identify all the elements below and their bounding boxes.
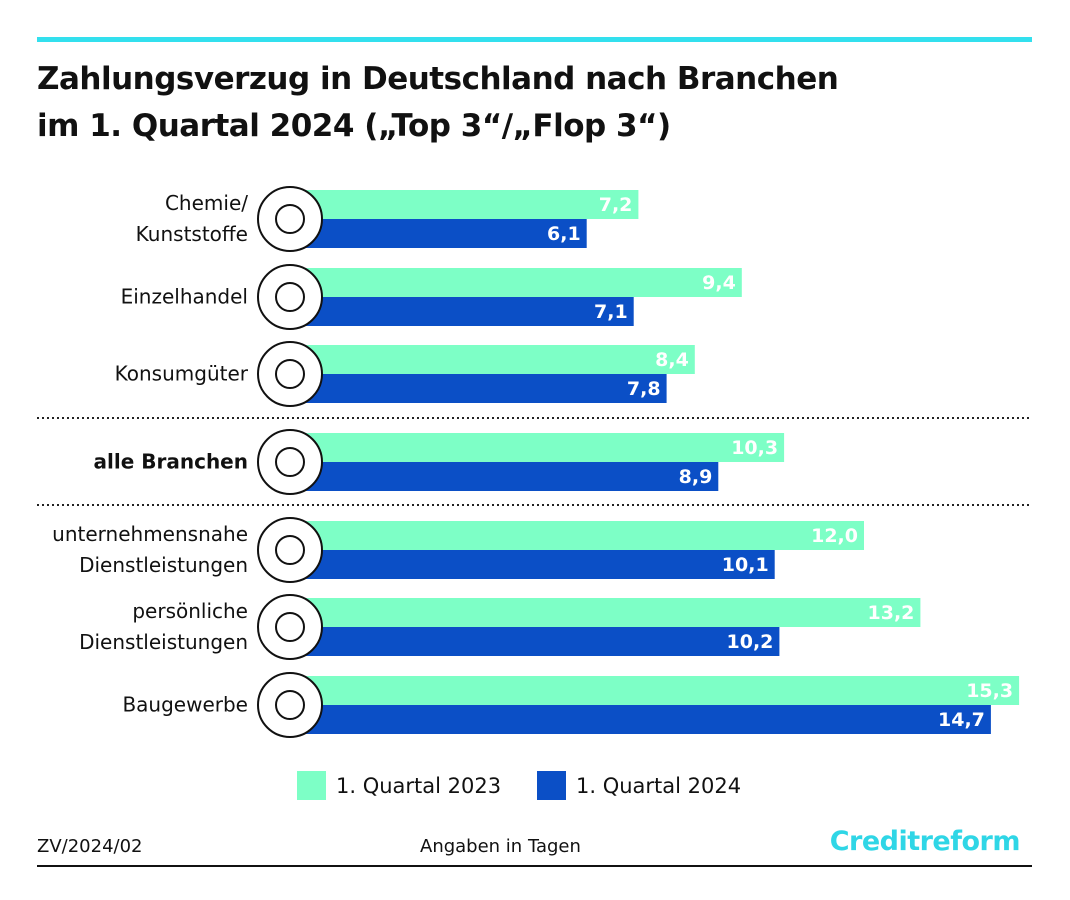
category-icon-detail — [275, 359, 305, 389]
category-icon — [257, 672, 323, 738]
chart-title: Zahlungsverzug in Deutschland nach Branc… — [37, 61, 839, 144]
bar — [300, 345, 695, 374]
top-rule — [37, 37, 1032, 42]
value-label: 10,1 — [722, 554, 769, 576]
value-label: 7,1 — [594, 301, 628, 323]
bar — [300, 433, 785, 462]
category-icon-detail — [275, 204, 305, 234]
note: Angaben in Tagen — [420, 836, 581, 857]
category-icon — [257, 594, 323, 660]
legend-swatch — [297, 771, 326, 800]
category-icon — [257, 186, 323, 252]
value-label: 7,8 — [627, 378, 661, 400]
category-icon — [257, 429, 323, 495]
value-label: 8,9 — [679, 466, 713, 488]
value-label: 10,3 — [731, 437, 778, 459]
bar — [300, 190, 639, 219]
value-label: 15,3 — [966, 680, 1013, 702]
value-label: 10,2 — [727, 631, 774, 653]
category-label: alle Branchen — [93, 449, 248, 474]
value-label: 6,1 — [547, 223, 581, 245]
category-icon-detail — [275, 690, 305, 720]
legend-label: 1. Quartal 2023 — [336, 774, 501, 798]
bar — [300, 705, 991, 734]
bar — [300, 550, 775, 579]
category-icon-detail — [275, 535, 305, 565]
bar — [300, 219, 587, 248]
category-label: Einzelhandel — [120, 284, 248, 309]
bar — [300, 598, 921, 627]
category-icon-detail — [275, 282, 305, 312]
bar — [300, 374, 667, 403]
category-icon-detail — [275, 447, 305, 477]
category-icon — [257, 341, 323, 407]
value-label: 12,0 — [811, 525, 858, 547]
bar — [300, 297, 634, 326]
category-label: Chemie/ Kunststoffe — [135, 191, 248, 246]
category-label: Baugewerbe — [122, 692, 248, 717]
value-label: 7,2 — [599, 194, 633, 216]
brand-logo: Creditreform — [829, 826, 1021, 857]
value-label: 14,7 — [938, 709, 985, 731]
legend-label: 1. Quartal 2024 — [576, 774, 741, 798]
category-icon — [257, 264, 323, 330]
category-label: Konsumgüter — [114, 361, 248, 386]
bar — [300, 521, 864, 550]
bar — [300, 268, 742, 297]
legend-swatch — [537, 771, 566, 800]
category-icon — [257, 517, 323, 583]
source: ZV/2024/02 — [37, 836, 143, 857]
category-icon-detail — [275, 612, 305, 642]
value-label: 13,2 — [868, 602, 915, 624]
category-label: persönliche Dienstleistungen — [79, 599, 248, 654]
value-label: 9,4 — [702, 272, 736, 294]
value-label: 8,4 — [655, 349, 689, 371]
bar — [300, 627, 780, 656]
category-label: unternehmensnahe Dienstleistungen — [52, 522, 248, 577]
bar — [300, 676, 1020, 705]
bar — [300, 462, 719, 491]
